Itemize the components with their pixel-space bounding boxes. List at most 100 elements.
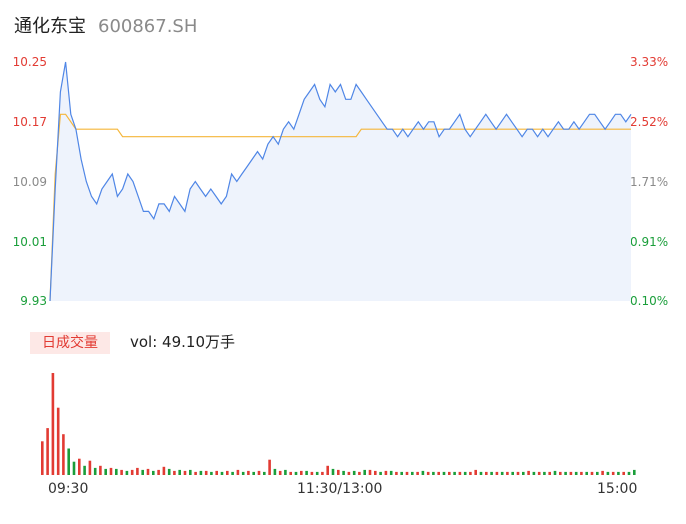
- volume-bar: [474, 469, 477, 475]
- volume-bar: [384, 470, 388, 475]
- volume-bar: [400, 471, 403, 475]
- volume-bar: [506, 471, 509, 475]
- volume-bar: [606, 471, 610, 475]
- volume-bar: [305, 470, 308, 475]
- volume-bar: [247, 470, 250, 475]
- volume-bar: [617, 471, 620, 475]
- price-label-2: 10.17: [12, 115, 47, 129]
- volume-bar: [432, 471, 435, 475]
- volume-bar: [426, 471, 430, 475]
- volume-bar: [495, 471, 499, 475]
- volume-bar: [194, 471, 197, 475]
- volume-bar: [273, 468, 277, 475]
- stock-code: 600867.SH: [98, 16, 198, 37]
- volume-text: vol: 49.10万手: [130, 333, 235, 351]
- volume-bar: [125, 470, 129, 475]
- volume-bar: [352, 470, 356, 475]
- volume-bar: [421, 470, 425, 475]
- volume-bar: [257, 470, 261, 475]
- volume-bar: [162, 466, 166, 475]
- volume-bar: [241, 471, 245, 475]
- price-label-4: 10.01: [12, 235, 47, 249]
- volume-bar: [522, 471, 525, 475]
- price-line: [49, 61, 632, 302]
- stock-name: 通化东宝: [14, 16, 86, 37]
- average-price-line: [49, 113, 631, 302]
- volume-bar: [220, 471, 224, 475]
- volume-bar: [569, 471, 573, 475]
- volume-bar: [596, 471, 599, 475]
- volume-bar: [559, 471, 562, 475]
- volume-bar: [99, 465, 102, 475]
- volume-bar: [411, 471, 414, 475]
- volume-bar: [315, 471, 319, 475]
- pct-label-3: 1.71%: [630, 175, 669, 189]
- volume-bar: [88, 460, 92, 475]
- volume-bars: [41, 373, 636, 475]
- volume-bar: [93, 467, 97, 475]
- volume-bar: [231, 471, 234, 475]
- volume-bar: [485, 471, 488, 475]
- volume-bar: [41, 441, 44, 475]
- volume-bar: [146, 468, 150, 475]
- pct-label-4: 0.91%: [630, 235, 669, 249]
- time-label-open: 09:30: [48, 481, 89, 497]
- volume-bar: [215, 470, 218, 475]
- volume-bar: [358, 471, 361, 475]
- volume-bar: [300, 470, 303, 475]
- volume-bar: [252, 471, 255, 475]
- volume-bar: [278, 470, 282, 475]
- volume-bar: [368, 469, 372, 475]
- volume-bar: [109, 467, 113, 475]
- volume-bar: [294, 471, 298, 475]
- volume-bar: [46, 428, 49, 475]
- volume-bar: [183, 470, 187, 475]
- volume-bar: [564, 471, 567, 475]
- volume-bar: [62, 434, 65, 475]
- volume-bar: [104, 468, 107, 475]
- volume-bar: [178, 469, 181, 475]
- volume-bar: [173, 470, 176, 475]
- pct-label-1: 3.33%: [630, 55, 669, 69]
- volume-bar: [337, 469, 340, 475]
- price-label-5: 9.93: [20, 294, 47, 308]
- volume-bar: [374, 470, 377, 475]
- volume-bar: [51, 373, 55, 475]
- volume-bar: [511, 471, 514, 475]
- volume-bar: [633, 469, 636, 475]
- volume-bar: [321, 471, 324, 475]
- volume-bar: [548, 471, 551, 475]
- time-label-midday: 11:30/13:00: [297, 481, 383, 497]
- volume-bar: [67, 448, 70, 475]
- volume-bar: [78, 458, 81, 475]
- volume-bar: [115, 468, 118, 475]
- volume-bar: [141, 469, 144, 475]
- volume-bar: [627, 471, 631, 475]
- price-area-fill: [50, 62, 631, 301]
- volume-bar: [204, 470, 208, 475]
- price-label-3: 10.09: [12, 175, 47, 189]
- volume-bar: [527, 470, 530, 475]
- volume-bar: [130, 469, 134, 475]
- volume-bar: [532, 471, 536, 475]
- volume-bar: [585, 471, 588, 475]
- volume-bar: [167, 468, 171, 475]
- volume-bar: [284, 469, 287, 475]
- volume-bar: [56, 407, 60, 475]
- volume-bar: [395, 471, 398, 475]
- pct-label-5: 0.10%: [630, 294, 669, 308]
- volume-bar: [236, 469, 240, 475]
- volume-bar: [389, 470, 393, 475]
- volume-bar: [463, 471, 467, 475]
- time-label-close: 15:00: [597, 481, 638, 497]
- volume-bar: [405, 471, 409, 475]
- volume-bar: [543, 471, 546, 475]
- volume-bar: [500, 471, 504, 475]
- volume-bar: [537, 471, 541, 475]
- volume-bar: [363, 469, 366, 475]
- volume-bar: [199, 470, 203, 475]
- volume-bar: [136, 467, 139, 475]
- volume-bar: [210, 471, 213, 475]
- volume-bar: [152, 470, 155, 475]
- volume-bar: [458, 471, 462, 475]
